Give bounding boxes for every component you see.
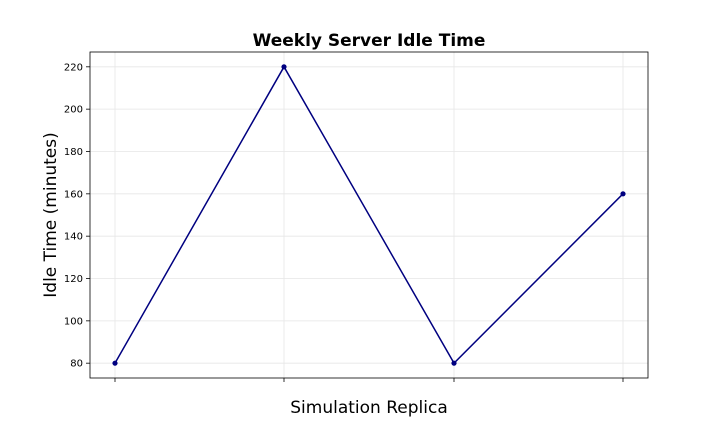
grid-lines [90, 52, 648, 378]
x-axis [114, 378, 624, 382]
x-axis-label: Simulation Replica [290, 398, 447, 418]
y-tick-label: 80 [70, 359, 83, 370]
y-tick-label: 100 [64, 316, 83, 327]
y-tick-label: 160 [64, 189, 83, 200]
data-point [112, 360, 118, 366]
y-tick-label: 220 [64, 62, 83, 73]
chart-title: Weekly Server Idle Time [253, 31, 486, 51]
y-tick-label: 120 [64, 274, 83, 285]
y-tick-label: 140 [64, 232, 83, 243]
series-layer [112, 64, 626, 366]
series-line [114, 65, 624, 365]
data-point [281, 64, 287, 70]
y-tick-label: 180 [64, 147, 83, 158]
data-point [451, 360, 457, 366]
y-axis: 80 100 120 140 160 180 200 220 [64, 62, 90, 370]
y-axis-label: Idle Time (minutes) [41, 132, 61, 297]
data-point [620, 191, 626, 197]
y-tick-label: 200 [64, 105, 83, 116]
plot-area-frame [89, 51, 649, 379]
